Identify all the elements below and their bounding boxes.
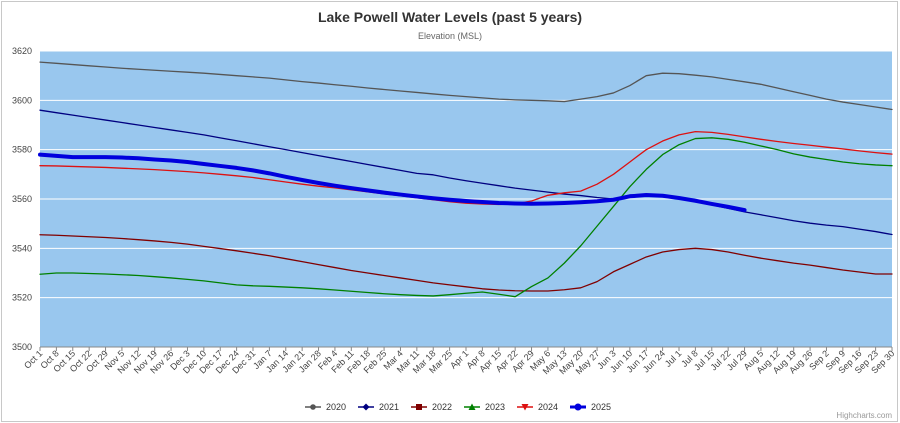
legend-marker-diamond-icon bbox=[362, 403, 370, 411]
y-tick-label: 3560 bbox=[12, 194, 32, 204]
legend-marker-triangle-down-icon bbox=[521, 404, 529, 411]
y-tick-label: 3580 bbox=[12, 145, 32, 155]
series-line-2020 bbox=[39, 61, 893, 111]
legend-item-2023[interactable]: 2023 bbox=[464, 402, 505, 412]
y-tick-label: 3500 bbox=[12, 342, 32, 352]
y-axis: 3500 3520 3540 3560 3580 3600 3620 bbox=[12, 46, 32, 352]
legend-label: 2025 bbox=[591, 402, 611, 412]
legend-label: 2024 bbox=[538, 402, 558, 412]
legend-label: 2023 bbox=[485, 402, 505, 412]
legend-marker-circle-icon bbox=[574, 403, 582, 411]
x-tick-label: Jul 1 bbox=[663, 348, 684, 369]
series-line-2024 bbox=[39, 131, 893, 206]
chart-title: Lake Powell Water Levels (past 5 years) bbox=[317, 9, 583, 25]
y-tick-label: 3520 bbox=[12, 293, 32, 303]
legend-item-2022[interactable]: 2022 bbox=[411, 402, 452, 412]
legend-label: 2022 bbox=[432, 402, 452, 412]
legend-marker-square-icon bbox=[416, 404, 422, 410]
legend-marker-circle-icon bbox=[310, 404, 316, 410]
legend-item-2025[interactable]: 2025 bbox=[570, 402, 611, 412]
series-line-2021 bbox=[39, 109, 893, 236]
legend-label: 2021 bbox=[379, 402, 399, 412]
credit-text[interactable]: Highcharts.com bbox=[836, 411, 892, 420]
legend-marker-triangle-icon bbox=[468, 403, 476, 410]
series-lines bbox=[38, 61, 893, 298]
y-tick-label: 3540 bbox=[12, 243, 32, 253]
legend-item-2020[interactable]: 2020 bbox=[305, 402, 346, 412]
chart-subtitle: Elevation (MSL) bbox=[417, 31, 483, 41]
legend[interactable]: 2020 2021 2022 2023 2024 2025 bbox=[305, 402, 611, 412]
series-line-2025 bbox=[38, 152, 747, 213]
y-tick-label: 3600 bbox=[12, 95, 32, 105]
series-line-2023 bbox=[39, 137, 893, 298]
legend-item-2021[interactable]: 2021 bbox=[358, 402, 399, 412]
y-tick-label: 3620 bbox=[12, 46, 32, 56]
series-line-2022 bbox=[39, 234, 893, 292]
legend-label: 2020 bbox=[326, 402, 346, 412]
legend-item-2024[interactable]: 2024 bbox=[517, 402, 558, 412]
